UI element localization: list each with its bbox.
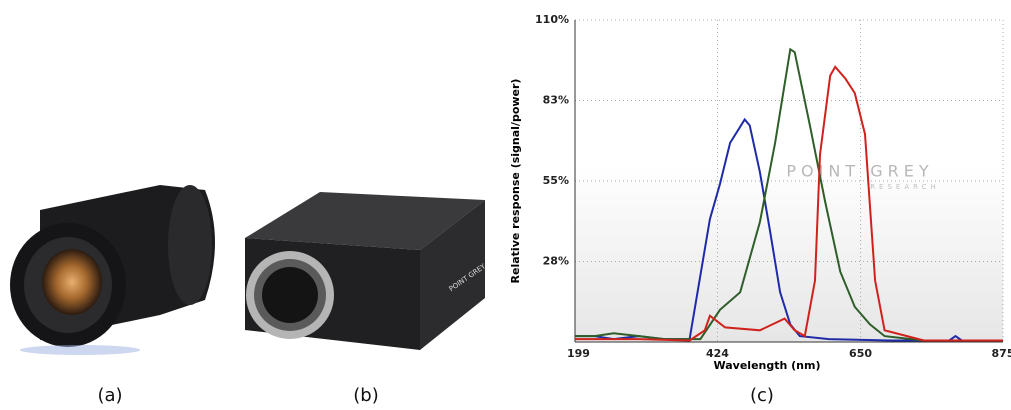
- y-tick-label: 55%: [543, 174, 569, 187]
- x-tick-label: 199: [567, 347, 590, 360]
- x-axis-title: Wavelength (nm): [714, 359, 821, 372]
- caption: (a): [97, 385, 122, 406]
- x-tick-label: 424: [706, 347, 729, 360]
- watermark-sub: RESEARCH: [870, 183, 940, 191]
- y-tick-label: 28%: [543, 255, 569, 268]
- caption: (c): [750, 385, 774, 406]
- camera-photo: POINT GREY: [245, 192, 488, 350]
- y-tick-label: 110%: [535, 13, 569, 26]
- y-axis-title: Relative response (signal/power): [509, 79, 522, 284]
- lens-photo: [10, 185, 215, 355]
- y-tick-label: 83%: [543, 94, 569, 107]
- series-line: [575, 47, 1003, 342]
- series-line: [575, 65, 1003, 342]
- watermark: POINT GREY: [786, 162, 933, 181]
- chart: 28% 55% 83% 110% 199 424 650 875: [535, 13, 1011, 360]
- x-tick-label: 875: [992, 347, 1011, 360]
- caption: (b): [353, 385, 378, 406]
- x-tick-label: 650: [849, 347, 872, 360]
